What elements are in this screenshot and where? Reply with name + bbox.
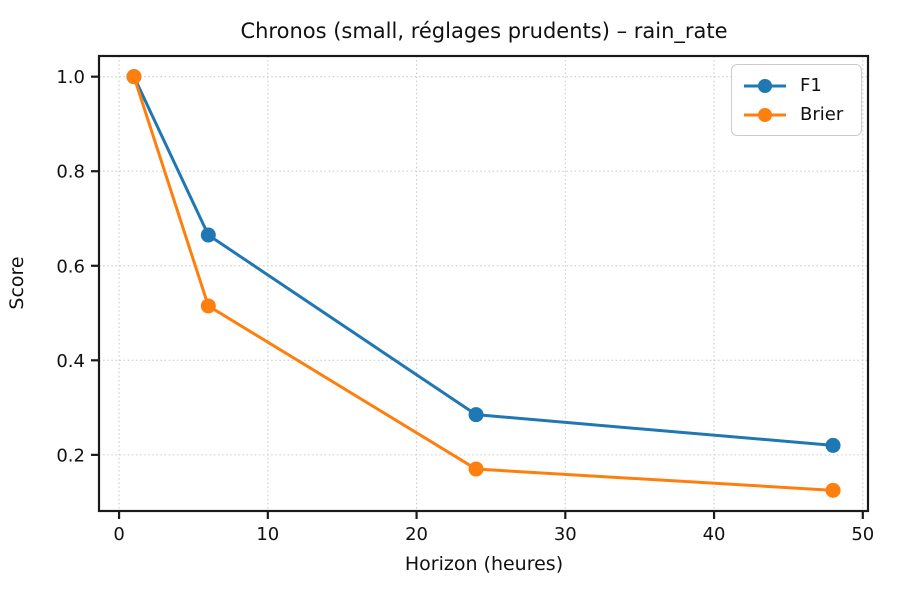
y-tick-label: 0.8 xyxy=(56,162,85,183)
data-point-brier xyxy=(126,69,142,85)
legend-marker-icon xyxy=(744,78,786,93)
legend-item-brier: Brier xyxy=(742,100,851,129)
y-tick-label: 1.0 xyxy=(56,67,85,88)
data-point-brier xyxy=(825,482,841,498)
chart-title: Chronos (small, réglages prudents) – rai… xyxy=(240,19,728,43)
data-point-f1 xyxy=(825,437,841,453)
legend-marker-icon xyxy=(744,107,786,122)
legend-label: Brier xyxy=(800,104,844,125)
x-tick-label: 40 xyxy=(703,524,726,545)
plot-border xyxy=(97,54,870,513)
x-tick-label: 20 xyxy=(405,524,428,545)
data-point-f1 xyxy=(200,227,216,243)
legend-label: F1 xyxy=(800,75,822,96)
data-point-brier xyxy=(200,298,216,314)
x-axis-label: Horizon (heures) xyxy=(404,553,564,575)
legend: F1 Brier xyxy=(731,64,862,136)
x-tick-label: 0 xyxy=(113,524,124,545)
x-tick-label: 50 xyxy=(851,524,874,545)
y-tick-label: 0.2 xyxy=(56,445,85,466)
series-line-brier xyxy=(132,75,835,492)
y-tick-label: 0.4 xyxy=(56,351,85,372)
data-point-brier xyxy=(468,461,484,477)
legend-item-f1: F1 xyxy=(742,71,851,100)
y-tick-label: 0.6 xyxy=(56,256,85,277)
series-line-f1 xyxy=(132,75,835,447)
x-tick-label: 30 xyxy=(554,524,577,545)
data-point-f1 xyxy=(468,407,484,423)
x-tick-label: 10 xyxy=(256,524,279,545)
